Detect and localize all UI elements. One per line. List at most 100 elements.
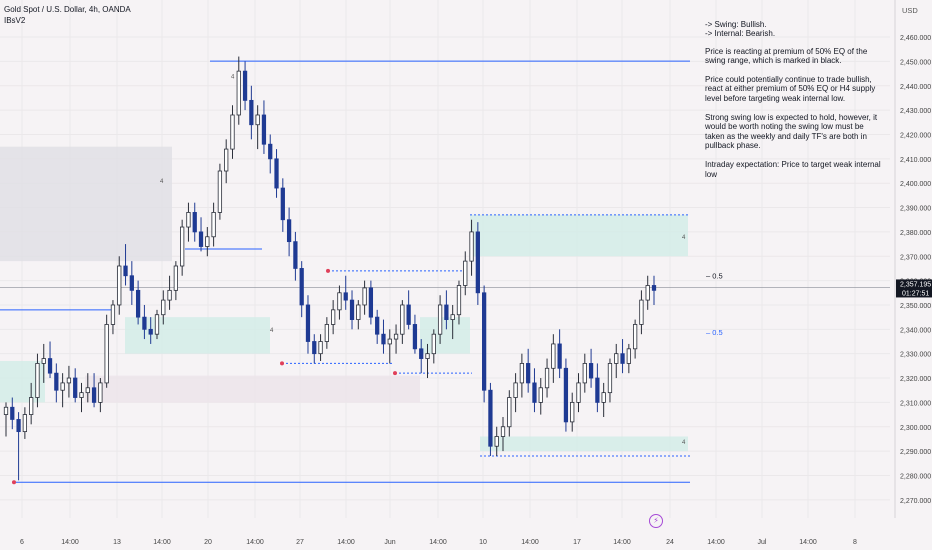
candle-body[interactable] [73, 377, 78, 398]
candle-body[interactable] [293, 241, 298, 269]
candle-body[interactable] [544, 367, 550, 389]
candle-body[interactable] [450, 314, 455, 320]
candle-body[interactable] [312, 341, 317, 355]
candle-body[interactable] [349, 299, 355, 320]
candle-body[interactable] [261, 114, 267, 145]
candle-body[interactable] [551, 343, 556, 369]
candle-body[interactable] [29, 397, 34, 415]
candle-body[interactable] [299, 268, 304, 306]
candle-body[interactable] [595, 377, 600, 403]
candle-body[interactable] [104, 324, 109, 384]
candle-body[interactable] [519, 363, 525, 384]
candle-body[interactable] [463, 260, 468, 286]
candle-body[interactable] [532, 382, 537, 403]
candle-body[interactable] [280, 187, 285, 221]
candle-body[interactable] [148, 328, 153, 335]
candle-body[interactable] [456, 285, 462, 316]
candle-body[interactable] [66, 377, 72, 384]
candle-body[interactable] [186, 212, 191, 228]
candle-body[interactable] [22, 414, 28, 433]
candle-body[interactable] [632, 324, 638, 350]
candle-body[interactable] [249, 99, 254, 126]
candle-body[interactable] [236, 70, 241, 116]
candle-body[interactable] [614, 353, 619, 364]
candle-body[interactable] [324, 324, 329, 342]
candle-body[interactable] [274, 158, 279, 189]
candle-body[interactable] [318, 341, 323, 355]
candle-body[interactable] [167, 289, 172, 301]
candle-body[interactable] [563, 367, 569, 423]
candle-body[interactable] [570, 401, 575, 423]
candle-body[interactable] [230, 114, 235, 150]
candle-body[interactable] [331, 309, 336, 325]
candle-body[interactable] [639, 299, 644, 325]
candle-body[interactable] [526, 363, 531, 384]
candle-body[interactable] [393, 333, 399, 340]
candle-body[interactable] [362, 287, 367, 306]
candle-body[interactable] [35, 363, 40, 398]
indicator-label[interactable]: IBsV2 [4, 16, 26, 25]
candle-body[interactable] [242, 70, 248, 101]
candle-body[interactable] [16, 419, 21, 433]
candle-body[interactable] [469, 231, 474, 262]
candle-body[interactable] [161, 299, 166, 316]
candle-body[interactable] [10, 406, 15, 420]
candle-body[interactable] [217, 170, 223, 213]
candle-body[interactable] [387, 338, 392, 345]
candle-body[interactable] [79, 392, 84, 398]
candle-body[interactable] [582, 363, 587, 384]
candle-body[interactable] [626, 348, 631, 364]
candle-body[interactable] [60, 382, 65, 391]
candle-body[interactable] [500, 426, 506, 437]
candle-body[interactable] [368, 287, 374, 318]
candle-body[interactable] [91, 387, 97, 403]
candle-body[interactable] [255, 114, 260, 126]
candle-body[interactable] [117, 265, 122, 306]
candle-body[interactable] [557, 343, 562, 369]
candle-body[interactable] [356, 304, 361, 320]
candle-body[interactable] [419, 348, 424, 359]
candle-body[interactable] [513, 382, 518, 398]
candle-body[interactable] [488, 389, 493, 447]
candle-body[interactable] [192, 212, 197, 233]
candle-body[interactable] [211, 212, 216, 238]
candle-body[interactable] [129, 275, 134, 291]
candle-body[interactable] [85, 387, 90, 394]
candle-body[interactable] [286, 219, 292, 243]
candle-body[interactable] [482, 292, 487, 391]
candle-body[interactable] [47, 358, 53, 374]
lightning-icon[interactable]: ⚡ [649, 514, 663, 528]
candle-body[interactable] [475, 231, 480, 294]
candle-body[interactable] [645, 285, 650, 301]
candle-body[interactable] [601, 392, 606, 403]
candle-body[interactable] [406, 304, 411, 325]
candle-body[interactable] [576, 382, 581, 403]
candle-body[interactable] [3, 406, 9, 415]
candle-body[interactable] [425, 353, 430, 359]
candle-body[interactable] [607, 363, 613, 394]
candle-body[interactable] [205, 236, 210, 247]
candle-body[interactable] [123, 265, 128, 277]
candle-body[interactable] [588, 363, 594, 379]
candle-body[interactable] [198, 231, 204, 247]
candle-body[interactable] [343, 292, 348, 301]
candle-body[interactable] [268, 143, 273, 160]
candle-body[interactable] [224, 148, 229, 172]
candle-body[interactable] [651, 285, 657, 291]
candle-body[interactable] [494, 436, 499, 447]
candle-body[interactable] [110, 304, 116, 325]
candle-body[interactable] [135, 289, 141, 318]
candle-body[interactable] [381, 333, 386, 345]
candle-body[interactable] [180, 226, 185, 267]
candle-body[interactable] [400, 304, 405, 335]
candle-body[interactable] [173, 265, 178, 291]
candle-body[interactable] [337, 292, 342, 311]
candle-body[interactable] [538, 387, 543, 403]
candle-body[interactable] [54, 372, 59, 391]
candle-body[interactable] [154, 314, 160, 335]
candle-body[interactable] [305, 304, 311, 342]
candle-body[interactable] [444, 304, 449, 320]
candle-body[interactable] [41, 358, 46, 364]
candle-body[interactable] [620, 353, 625, 364]
